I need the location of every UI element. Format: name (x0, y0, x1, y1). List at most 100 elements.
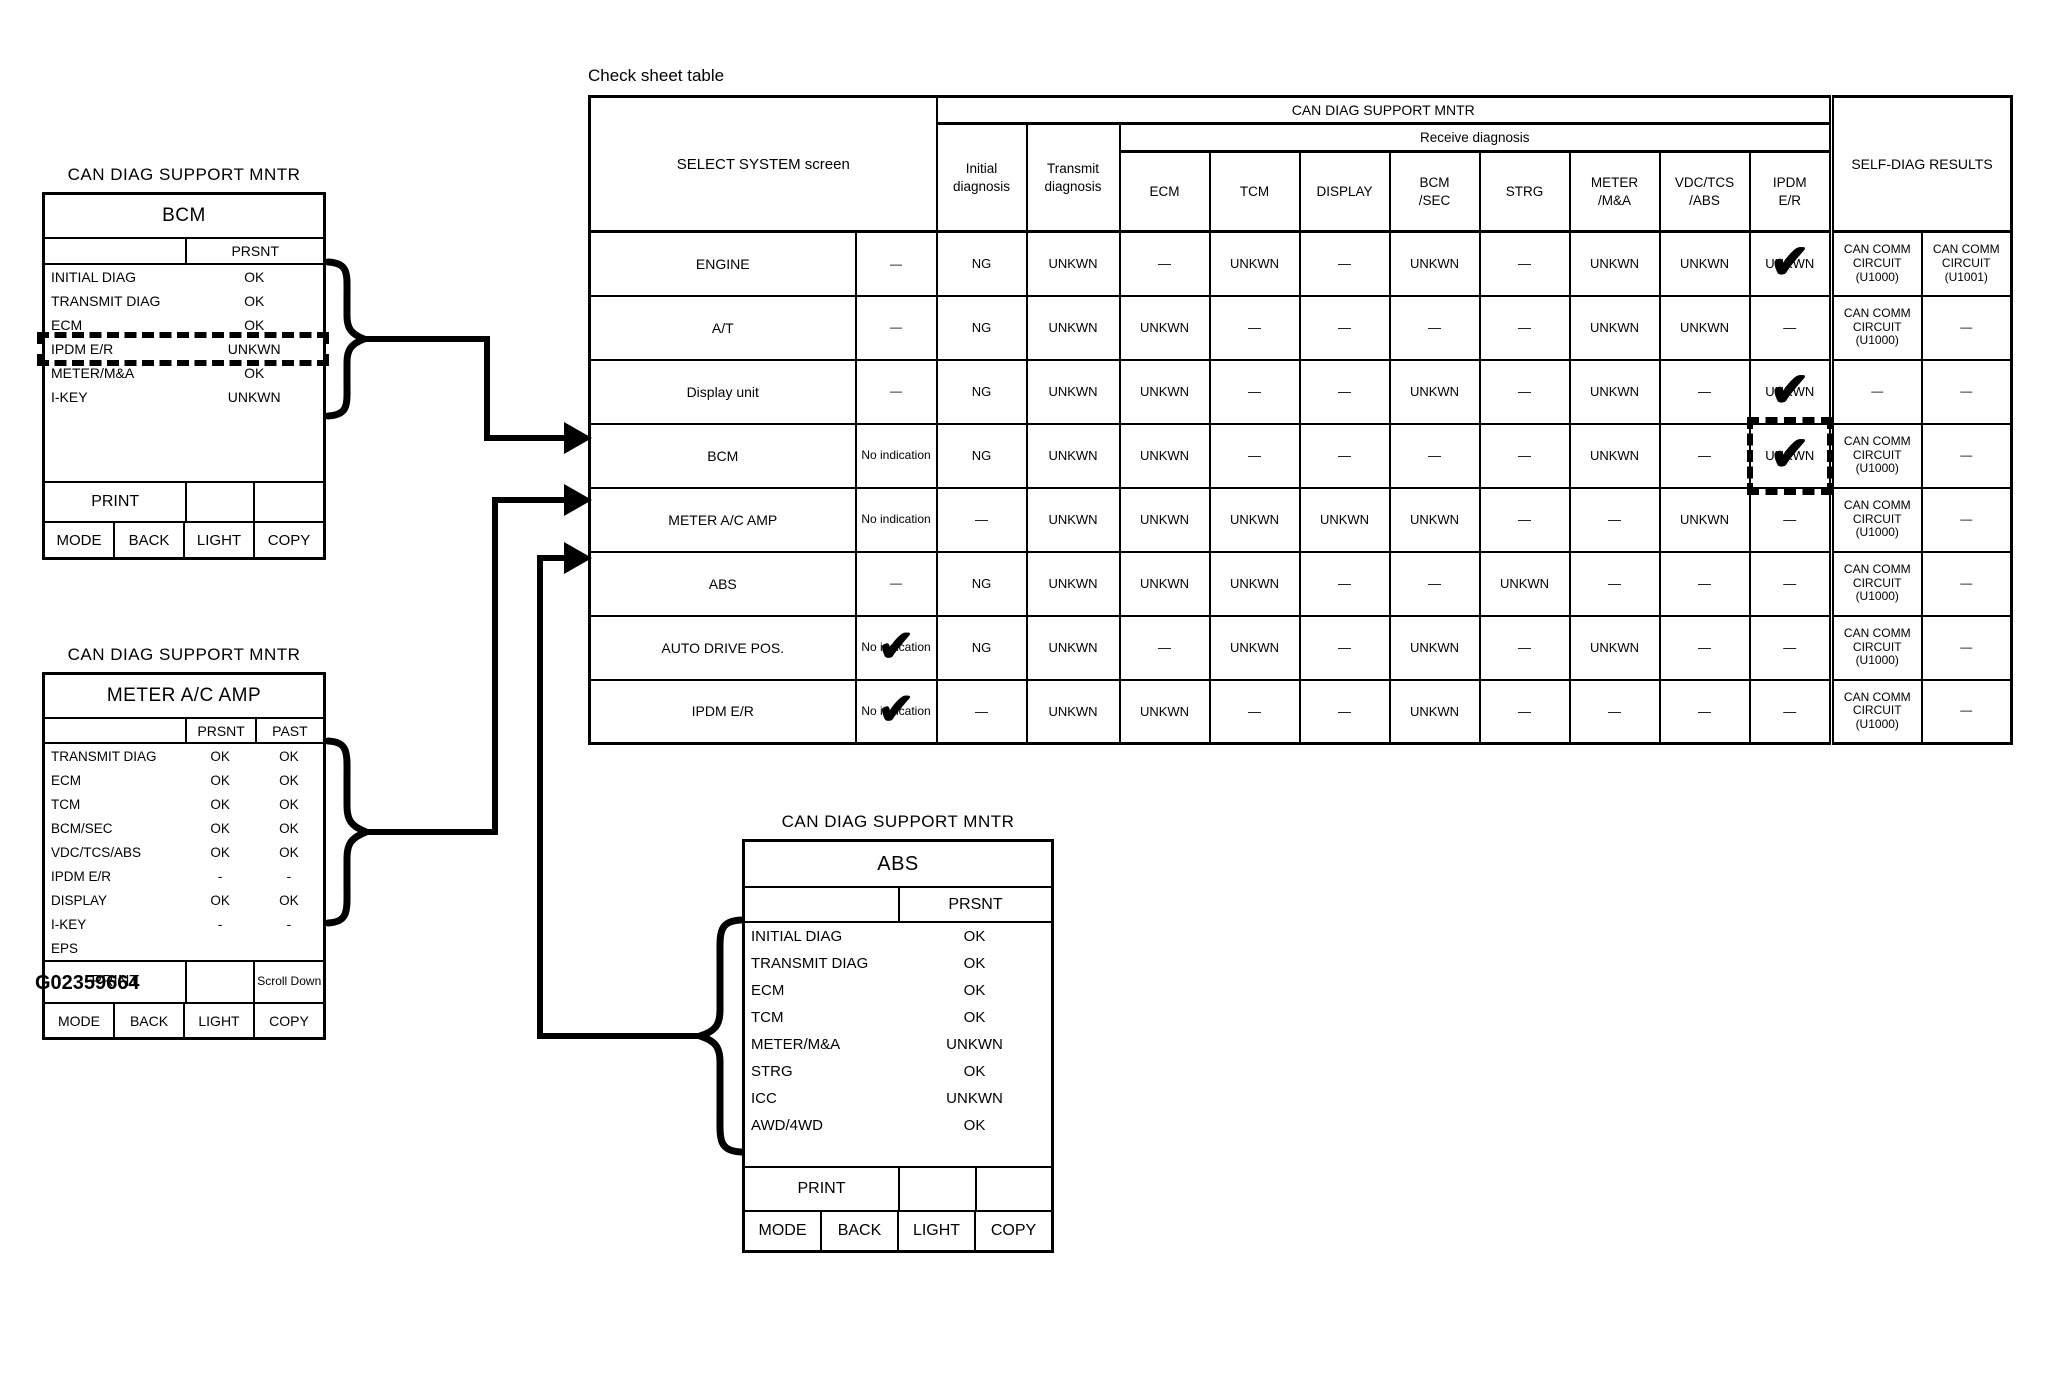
indication-cell: — (854, 294, 938, 361)
column-header-row: PRSNT (745, 888, 1051, 923)
diagnosis-result-cell: UNKWN (1025, 550, 1121, 617)
receive-column-header: ECM (1118, 150, 1211, 233)
self-diag-results-header: SELF-DIAG RESULTS (1828, 95, 2013, 233)
prsnt-value: OK (210, 820, 230, 836)
row-label: METER/M&A (51, 365, 135, 381)
diagnosis-result-cell: UNKWN (1658, 230, 1751, 297)
screen-row (45, 457, 323, 481)
diagnosis-result-cell: UNKWN (1298, 486, 1391, 553)
diagnosis-result-cell: UNKWN (1658, 294, 1751, 361)
screen-row: I-KEY UNKWN (45, 385, 323, 409)
prsnt-value: OK (244, 317, 265, 333)
row-label: ICC (751, 1090, 777, 1107)
prsnt-value: OK (963, 982, 986, 999)
screen-row: DISPLAY OK OK (45, 888, 323, 912)
prsnt-value: - (217, 916, 223, 932)
print-button: PRINT (91, 493, 140, 510)
initial-diagnosis-header: Initial diagnosis (935, 122, 1028, 233)
indication-cell: — (854, 550, 938, 617)
diagnosis-result-cell: NG (935, 550, 1028, 617)
system-name-header: METER A/C AMP (45, 675, 323, 719)
row-label: EPS (51, 940, 79, 956)
system-name-cell: ABS (588, 550, 857, 617)
prsnt-value: OK (244, 269, 265, 285)
print-row: PRINT (45, 483, 323, 523)
bcm-brace (324, 258, 368, 420)
back-button: BACK (113, 523, 183, 557)
row-label: STRG (751, 1063, 793, 1080)
softkey-row: MODE BACK LIGHT COPY (45, 523, 323, 557)
diagnosis-result-cell: NG (935, 230, 1028, 297)
diagnosis-result-cell: — (1118, 230, 1211, 297)
self-diag-cell: CAN COMM CIRCUIT (U1000) (1829, 486, 1923, 553)
screen-row: ECM OK (745, 977, 1051, 1004)
row-label: I-KEY (51, 389, 88, 405)
screen-rows: INITIAL DIAG OK TRANSMIT DIAG OK ECM OK IPDM E… (37, 265, 329, 483)
screen-row: TCM OK OK (45, 792, 323, 816)
row-label: DISPLAY (51, 892, 108, 908)
prsnt-value: OK (210, 772, 230, 788)
mode-button: MODE (58, 1012, 100, 1029)
row-label: TRANSMIT DIAG (51, 748, 157, 764)
scroll-down-button: Scroll Down (253, 962, 323, 1002)
sheet-row: BCM No indication NG UNKWN UNKWN — — — — UNKWN — UN… (588, 416, 2013, 495)
diagnosis-result-cell: UNKWN (1568, 422, 1661, 489)
meter-brace (324, 737, 370, 927)
diagnosis-result-cell: — (1748, 550, 1833, 617)
past-value: OK (279, 796, 299, 812)
self-diag-cell: — (1920, 550, 2013, 617)
check-sheet-table: SELECT SYSTEM screen CAN DIAG SUPPORT MN… (588, 95, 2014, 745)
dashed-highlight-box (1746, 416, 1833, 495)
copy-button: COPY (253, 523, 323, 557)
diagnosis-result-cell: — (1208, 422, 1301, 489)
checkmark-icon: ✔ (877, 685, 915, 735)
diagnosis-result-cell: UNKWN ✔ (1748, 358, 1833, 425)
diagnosis-result-cell: — (1748, 614, 1833, 681)
row-label: IPDM E/R (51, 868, 112, 884)
indication-cell: — (854, 230, 938, 297)
diagnosis-result-cell: UNKWN (1025, 678, 1121, 745)
diagnosis-result-cell: — (935, 486, 1028, 553)
screen-row: INITIAL DIAG OK (45, 265, 323, 289)
receive-column-header: VDC/TCS /ABS (1658, 150, 1751, 233)
diagnosis-result-cell: — (1658, 614, 1751, 681)
print-row: PRINT (745, 1168, 1051, 1212)
diagnosis-result-cell: UNKWN (1025, 422, 1121, 489)
copy-button: COPY (253, 1004, 323, 1037)
past-value: - (286, 916, 292, 932)
row-label: INITIAL DIAG (51, 269, 137, 285)
diagnosis-result-cell: — (1298, 550, 1391, 617)
self-diag-cell: CAN COMM CIRCUIT (U1000) (1829, 294, 1923, 361)
diagnosis-result-cell: — (1658, 422, 1751, 489)
screen-row (745, 1139, 1051, 1166)
past-value: OK (279, 748, 299, 764)
diagnosis-result-cell: UNKWN (1118, 678, 1211, 745)
screen-title: CAN DIAG SUPPORT MNTR (67, 165, 301, 184)
self-diag-cell: — (1920, 422, 2013, 489)
diagnosis-result-cell: UNKWN (1025, 358, 1121, 425)
diagnosis-result-cell: — (1748, 294, 1833, 361)
diagnosis-result-cell: UNKWN (1025, 294, 1121, 361)
sheet-row: ABS — NG UNKWN UNKWN UNKWN — — UNKWN — — — CAN COMM … (588, 550, 2013, 617)
prsnt-value: UNKWN (946, 1036, 1003, 1053)
checkmark-icon: ✔ (1769, 363, 1810, 417)
self-diag-cell: — (1920, 678, 2013, 745)
row-label: TRANSMIT DIAG (51, 293, 161, 309)
row-label: ECM (51, 772, 81, 788)
abs-brace (696, 916, 745, 1156)
diagnosis-result-cell: — (1118, 614, 1211, 681)
print-button: PRINT (91, 973, 140, 990)
prsnt-value: UNKWN (227, 389, 281, 405)
row-label: AWD/4WD (751, 1117, 823, 1134)
self-diag-cell: — (1829, 358, 1923, 425)
diagnosis-result-cell: — (1478, 294, 1571, 361)
diagnosis-result-cell: UNKWN (1388, 230, 1481, 297)
system-name-cell: Display unit (588, 358, 857, 425)
self-diag-cell: — (1920, 486, 2013, 553)
bcm-screen-box: CAN DIAG SUPPORT MNTR BCM PRSNT INITIAL … (37, 165, 329, 560)
transmit-diagnosis-header: Transmit diagnosis (1025, 122, 1121, 233)
past-value: OK (279, 844, 299, 860)
system-name-cell: ENGINE (588, 230, 857, 297)
diagnosis-result-cell: — (1388, 422, 1481, 489)
sheet-row: IPDM E/R No indication ✔ — UNKWN UNKWN — — UNKWN… (588, 678, 2013, 745)
